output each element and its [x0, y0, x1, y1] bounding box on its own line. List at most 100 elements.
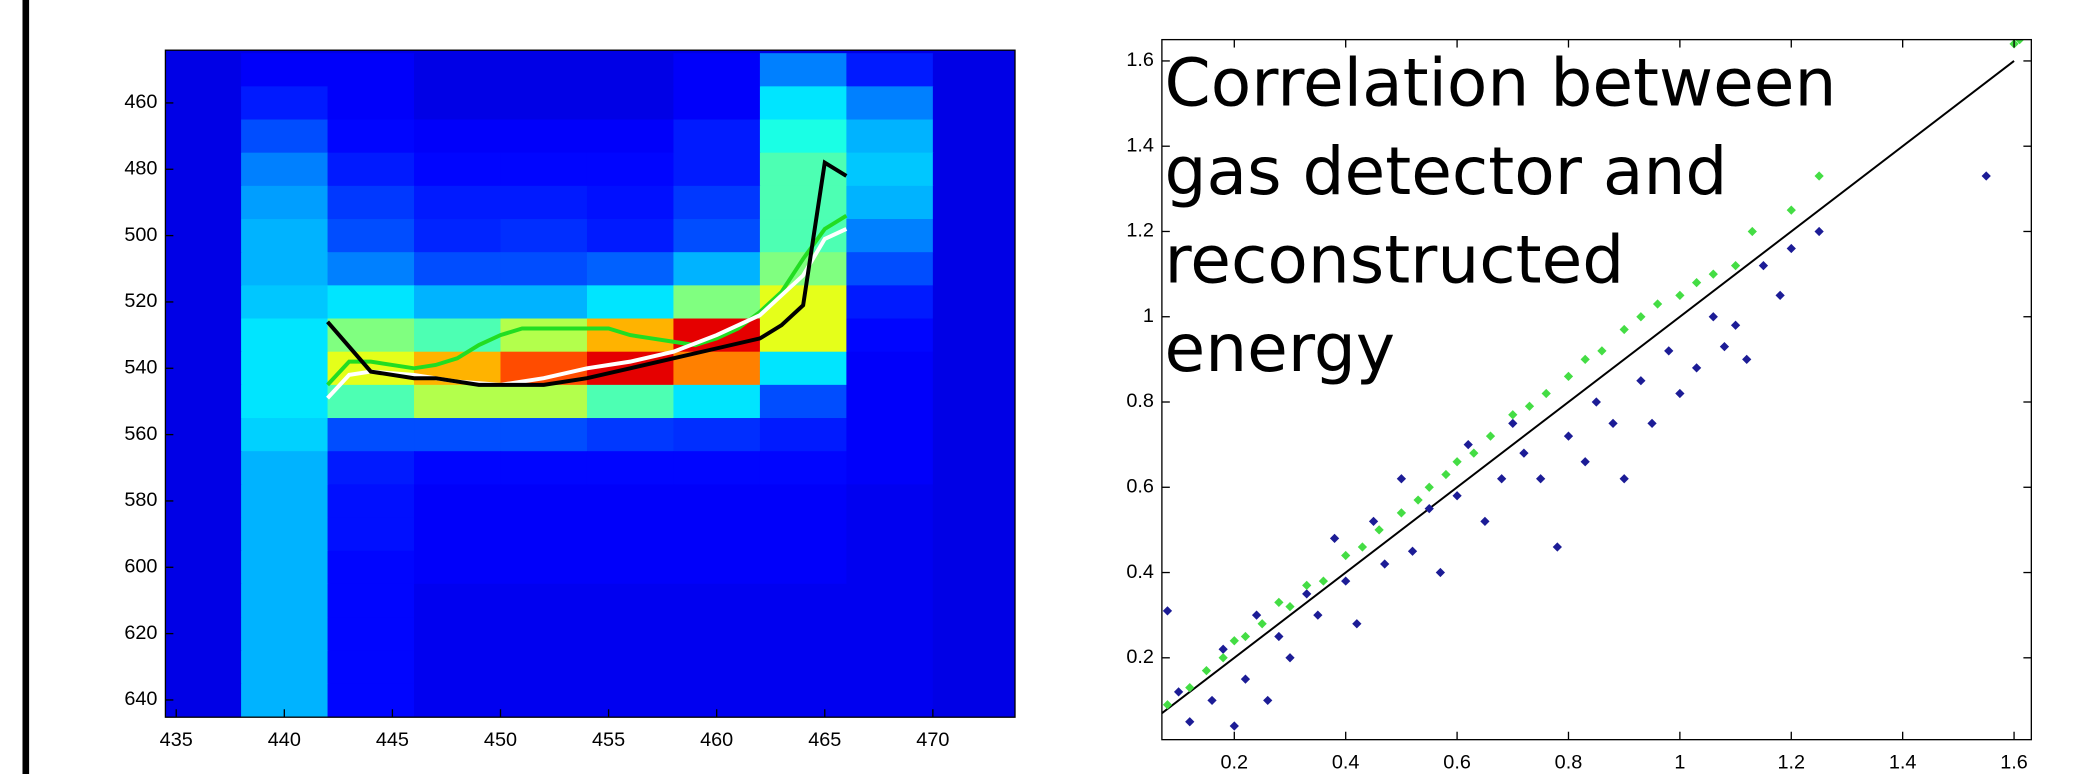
heat-cell [673, 119, 761, 154]
heat-cell [673, 451, 761, 486]
heat-cell [327, 285, 415, 320]
x-tick-label: 0.4 [1332, 752, 1360, 774]
heat-cell [586, 219, 675, 253]
heat-cell [241, 318, 329, 353]
heat-cell [586, 86, 675, 121]
heat-cell [932, 86, 1016, 121]
heat-cell [327, 517, 415, 552]
scatter-point [1452, 491, 1462, 501]
heat-cell [500, 119, 588, 154]
heat-cell [241, 219, 329, 253]
chart-title: gas detector and [1165, 133, 1728, 210]
heatmap-chart: 435 440 445 450 455 460 465 470 460 480 500 520 540 5… [124, 49, 1016, 751]
heat-cell [759, 517, 848, 552]
heat-cell [241, 451, 329, 486]
heat-cell [327, 252, 415, 287]
heat-cell [846, 683, 934, 718]
heat-cell [414, 583, 502, 618]
heat-cell [241, 418, 329, 452]
heat-cell [241, 285, 329, 320]
heat-cell [327, 650, 415, 685]
x-tick-label: 460 [700, 729, 733, 751]
heat-cell [759, 650, 848, 685]
y-tick-label: 0.4 [1126, 561, 1154, 583]
heat-cell [165, 550, 242, 585]
heat-cell [846, 219, 934, 253]
heat-cell [414, 219, 502, 253]
heat-cell [327, 451, 415, 486]
scatter-point [1185, 717, 1195, 727]
heat-cell [327, 384, 415, 419]
scatter-point [1263, 695, 1273, 706]
heat-cell [414, 451, 502, 486]
heat-cell [846, 152, 934, 187]
axes-frame [1161, 38, 2032, 741]
heat-cell [414, 152, 502, 187]
scatter-point [1229, 636, 1239, 646]
heat-cell [932, 152, 1016, 187]
heat-cell [165, 86, 242, 121]
scatter-point [1173, 687, 1184, 697]
scatter-point [1341, 576, 1351, 586]
heat-cell [327, 550, 415, 585]
heat-cell [673, 484, 761, 519]
heat-cell [500, 219, 588, 253]
heat-cell [846, 484, 934, 519]
heat-cell [846, 384, 934, 419]
y-tick-label: 1.4 [1126, 134, 1154, 156]
heat-cell [414, 53, 502, 88]
heat-cell [846, 351, 934, 386]
heat-cell [846, 86, 934, 121]
heat-cell [586, 484, 675, 519]
heat-cell [586, 53, 675, 88]
heat-cell [500, 152, 588, 187]
scatter-point [1597, 346, 1607, 356]
page-border [22, 0, 30, 774]
heat-cell [586, 617, 675, 651]
heat-cell [673, 351, 761, 386]
heat-cell [241, 617, 329, 651]
heat-cell [932, 53, 1016, 88]
heat-cell [327, 219, 415, 253]
scatter-point [1218, 644, 1228, 654]
heat-cell [165, 285, 242, 320]
scatter-point [1691, 278, 1702, 288]
scatter-point [1480, 516, 1490, 527]
heat-cell [932, 285, 1016, 320]
heat-cell [500, 451, 588, 486]
heat-cell [414, 418, 502, 452]
profile-line [326, 159, 848, 387]
heat-cell [759, 418, 848, 452]
heat-cell [846, 53, 934, 88]
scatter-point [1396, 474, 1407, 484]
x-tick-label: 450 [484, 729, 517, 751]
heat-cell [500, 185, 588, 220]
heat-cell [846, 550, 934, 585]
heat-cell [586, 650, 675, 685]
heat-cell [932, 683, 1016, 718]
heat-cell [327, 119, 415, 154]
heat-cell [673, 285, 761, 320]
scatter-point [1424, 482, 1434, 492]
heat-cell [165, 119, 242, 154]
scatter-point [1274, 631, 1284, 642]
heat-cell [846, 185, 934, 220]
heat-cell [932, 484, 1016, 519]
y-tick-label: 640 [124, 688, 157, 710]
x-tick-label: 445 [376, 729, 409, 751]
heat-cell [241, 484, 329, 519]
scatter-point [1563, 431, 1574, 441]
heat-cell [414, 517, 502, 552]
heat-cell [165, 650, 242, 685]
y-tick-label: 1 [1143, 305, 1154, 327]
heat-cell [327, 318, 415, 353]
scatter-point [1508, 410, 1518, 420]
heat-cell [586, 285, 675, 320]
y-tick-label: 0.2 [1126, 646, 1154, 668]
scatter-point [1318, 576, 1329, 586]
heat-cell [846, 517, 934, 552]
heat-cell [586, 683, 675, 718]
x-tick-label: 465 [808, 729, 841, 751]
chart-title: Correlation between [1165, 45, 1837, 122]
scatter-point [1368, 516, 1379, 527]
